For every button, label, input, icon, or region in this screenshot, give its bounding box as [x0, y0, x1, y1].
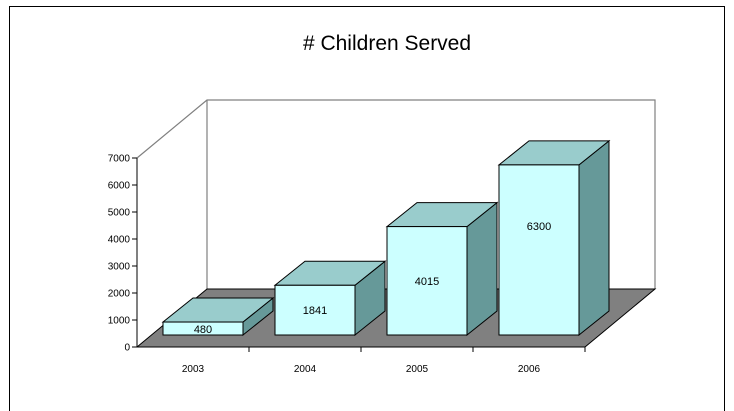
x-tick-label: 2003: [182, 364, 205, 375]
x-tick-label: 2005: [406, 364, 429, 375]
x-axis-labels: 2003 2004 2005 2006: [182, 347, 586, 375]
bar-front-face: [386, 226, 468, 336]
y-tick-label: 7000: [108, 154, 131, 165]
chart-walls: [136, 99, 656, 289]
bar-2006: 6300: [497, 139, 611, 337]
bar-2005: 4015: [385, 201, 499, 337]
y-tick-label: 4000: [108, 235, 131, 246]
y-tick-label: 2000: [108, 289, 131, 300]
y-tick-label: 1000: [108, 316, 131, 327]
data-label: 480: [194, 324, 212, 336]
y-tick-label: 6000: [108, 181, 131, 192]
y-tick-label: 3000: [108, 262, 131, 273]
bar-front-face: [498, 164, 580, 336]
chart-title: # Children Served: [303, 32, 471, 55]
x-tick-label: 2006: [518, 364, 541, 375]
bars: 480 1841 4015 6300: [161, 139, 611, 337]
y-tick-label: 5000: [108, 208, 131, 219]
bar-side-face: [578, 139, 610, 337]
bar-front-face: [162, 321, 244, 336]
back-wall-outline: [136, 99, 656, 289]
bar-2003: 480: [161, 296, 275, 337]
y-tick-label: 0: [124, 343, 130, 354]
data-label: 6300: [527, 221, 551, 233]
x-tick-label: 2004: [294, 364, 317, 375]
bar-2004: 1841: [273, 260, 387, 337]
bar-front-face: [274, 284, 356, 336]
data-label: 4015: [415, 276, 439, 288]
data-label: 1841: [303, 305, 327, 317]
